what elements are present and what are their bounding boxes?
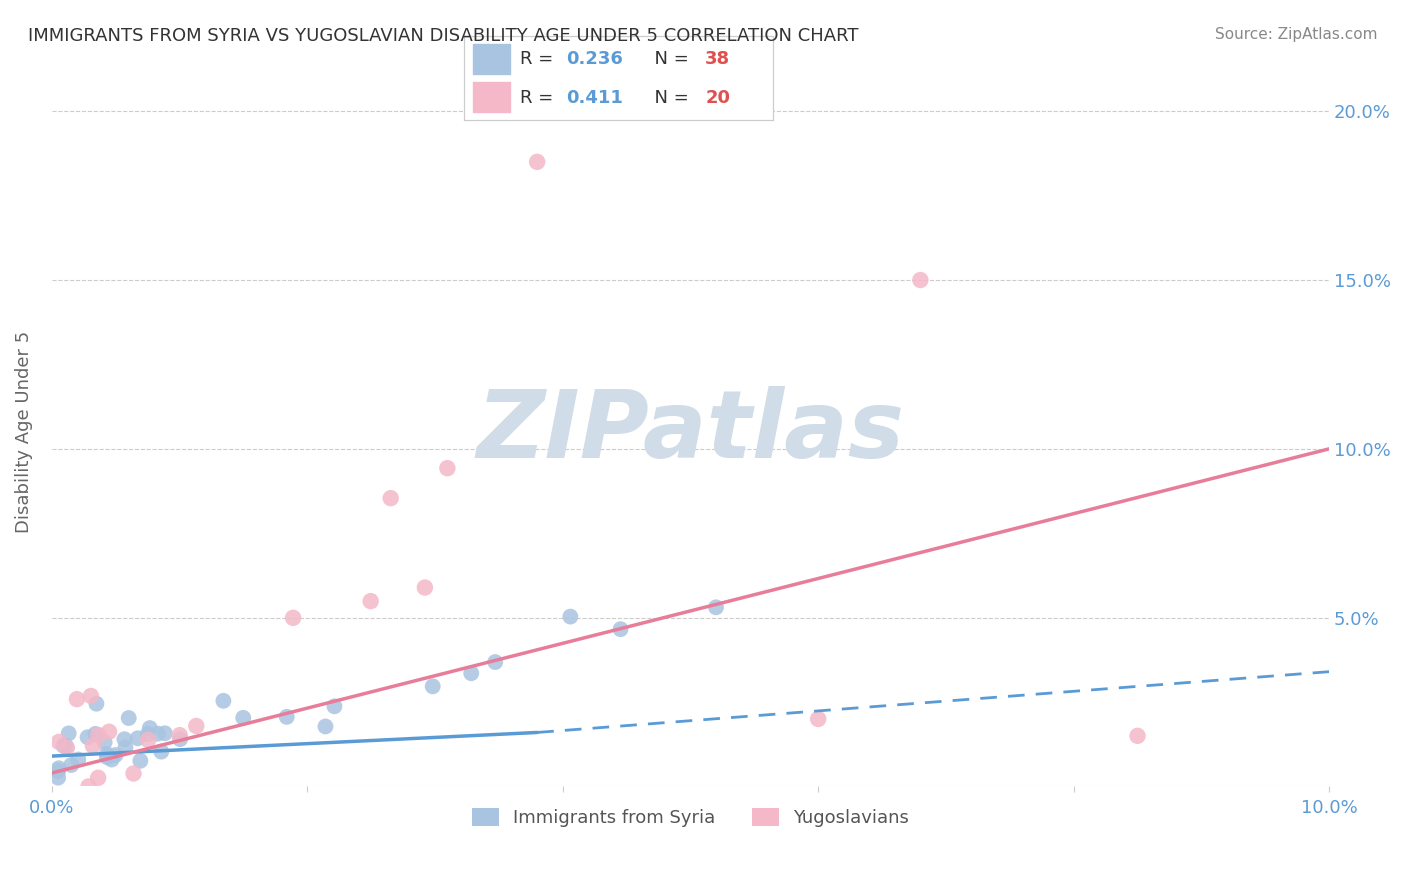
Point: [96, 747, 118, 761]
Point: [84, 727, 107, 741]
Point: [80, 689, 103, 703]
Point: [323, 699, 346, 714]
Point: [93, 735, 115, 749]
Point: [46, 771, 69, 785]
Point: [422, 679, 444, 693]
Point: [66, 692, 89, 706]
Point: [609, 622, 631, 636]
Point: [52, 739, 75, 753]
Point: [100, 752, 122, 766]
Legend: Immigrants from Syria, Yugoslavians: Immigrants from Syria, Yugoslavians: [464, 800, 917, 834]
Point: [153, 726, 176, 740]
Point: [55, 739, 77, 753]
Point: [82, 739, 104, 753]
Point: [76, 731, 98, 745]
Text: ZIPatlas: ZIPatlas: [477, 386, 904, 478]
Point: [58, 726, 80, 740]
Text: 0.236: 0.236: [567, 51, 623, 69]
Point: [98, 724, 121, 739]
Point: [436, 461, 458, 475]
Point: [169, 728, 191, 742]
Point: [910, 273, 932, 287]
Point: [112, 732, 135, 747]
Point: [460, 666, 482, 681]
Point: [146, 727, 169, 741]
Point: [77, 780, 100, 794]
Point: [127, 731, 149, 746]
Point: [96, 750, 118, 764]
Point: [186, 719, 208, 733]
Point: [60, 758, 83, 772]
Point: [87, 728, 110, 742]
Point: [136, 727, 159, 741]
Point: [1126, 729, 1149, 743]
Bar: [474, 82, 510, 112]
Point: [48, 735, 70, 749]
Text: R =: R =: [520, 88, 558, 106]
Point: [104, 747, 127, 762]
Point: [139, 721, 162, 735]
Point: [281, 611, 304, 625]
Point: [276, 710, 298, 724]
Point: [122, 766, 145, 780]
Text: 0.411: 0.411: [567, 88, 623, 106]
Point: [56, 741, 79, 756]
Text: IMMIGRANTS FROM SYRIA VS YUGOSLAVIAN DISABILITY AGE UNDER 5 CORRELATION CHART: IMMIGRANTS FROM SYRIA VS YUGOSLAVIAN DIS…: [28, 27, 859, 45]
Point: [86, 697, 108, 711]
Point: [129, 754, 152, 768]
Point: [526, 154, 548, 169]
Point: [48, 761, 70, 775]
Text: 20: 20: [706, 88, 730, 106]
Point: [212, 694, 235, 708]
Point: [380, 491, 402, 505]
Point: [560, 609, 582, 624]
Text: N =: N =: [644, 88, 695, 106]
Point: [704, 600, 727, 615]
Text: 38: 38: [706, 51, 730, 69]
Text: N =: N =: [644, 51, 695, 69]
Point: [232, 711, 254, 725]
Text: Source: ZipAtlas.com: Source: ZipAtlas.com: [1215, 27, 1378, 42]
Point: [413, 581, 436, 595]
Point: [360, 594, 382, 608]
Point: [136, 732, 159, 747]
Point: [114, 740, 136, 755]
Point: [118, 711, 141, 725]
Point: [484, 655, 506, 669]
Point: [67, 753, 90, 767]
Bar: [474, 44, 510, 74]
Text: R =: R =: [520, 51, 558, 69]
Point: [87, 771, 110, 785]
Point: [169, 732, 191, 747]
Y-axis label: Disability Age Under 5: Disability Age Under 5: [15, 331, 32, 533]
Point: [150, 745, 173, 759]
Point: [314, 719, 336, 733]
Point: [46, 764, 69, 778]
Point: [807, 712, 830, 726]
